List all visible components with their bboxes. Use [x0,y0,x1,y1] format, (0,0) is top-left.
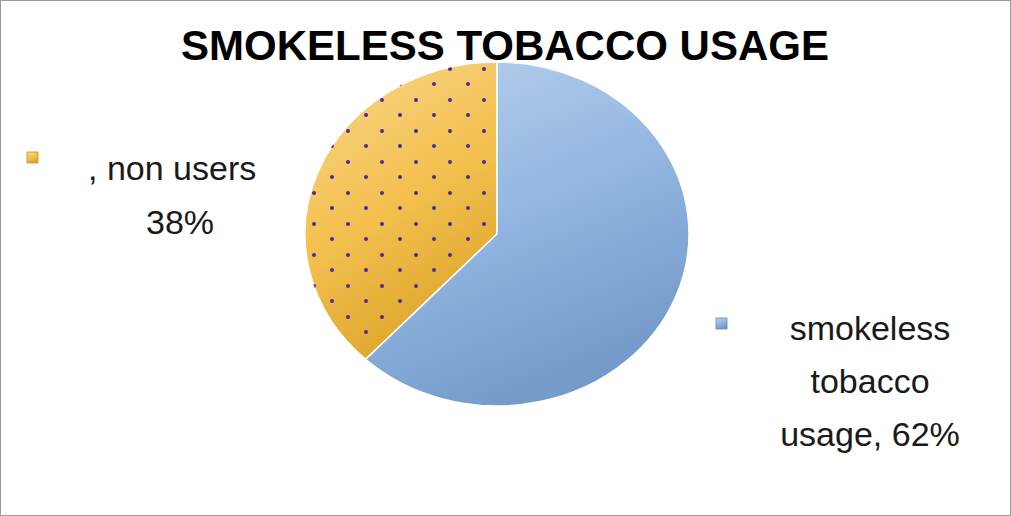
pie [305,62,689,406]
data-label: 62% [892,415,960,453]
data-label: 38% [146,203,214,241]
pie-slice [366,62,689,406]
legend-marker [716,318,727,329]
category-word: usage, [780,415,882,453]
category-word: tobacco [810,362,929,400]
category-label: tobacco [810,362,929,400]
legend-marker [27,152,38,163]
category-label: usage, 62% [780,415,960,453]
frame [1,1,1011,516]
category-label: smokeless [790,309,951,347]
category-word: smokeless [790,309,951,347]
chart-container: SMOKELESS TOBACCO USAGE, non users38%smo… [0,0,1011,516]
category-label: , non users [88,149,256,187]
chart-svg: SMOKELESS TOBACCO USAGE, non users38%smo… [0,0,1011,516]
spacer [882,415,891,453]
